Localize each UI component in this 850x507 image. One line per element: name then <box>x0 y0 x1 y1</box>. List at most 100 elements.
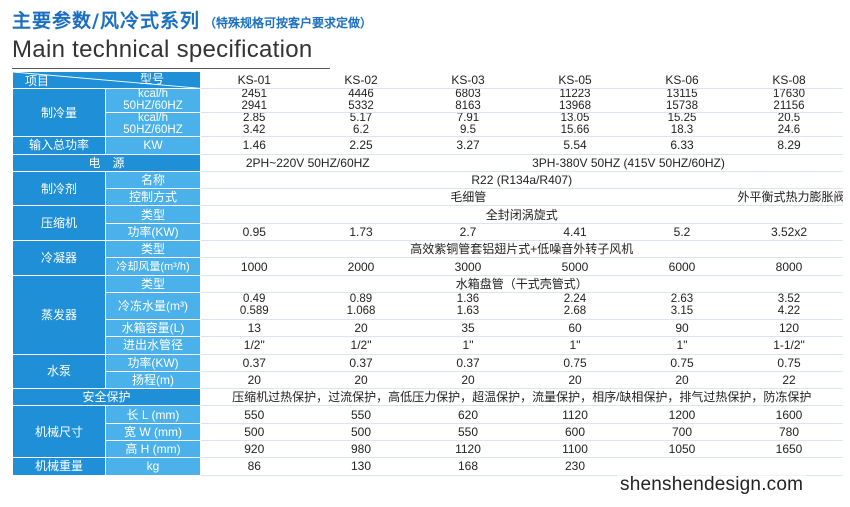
pump-power-value: 0.75 <box>628 354 736 372</box>
evaporator-pipe-label: 进出水管径 <box>105 336 201 355</box>
cooling-unit-kw: kcal/h 50HZ/60HZ <box>105 112 201 138</box>
evaporator-label: 蒸发器 <box>12 274 106 355</box>
cooling-value: 2451 2941 <box>200 88 308 114</box>
cooling-unit-kcal: kcal/h 50HZ/60HZ <box>105 88 201 114</box>
cooling-value: 6803 8163 <box>414 88 522 114</box>
dimension-width-value: 500 <box>307 423 415 442</box>
evaporator-pipe-value: 1/2" <box>307 336 415 355</box>
condenser-air-row: 冷却风量(m³/h) 1000 2000 3000 5000 6000 8000 <box>13 257 843 276</box>
dimension-width-label: 宽 W (mm) <box>105 422 201 442</box>
evaporator-pipe-value: 1-1/2" <box>735 336 843 355</box>
model-header: KS-05 <box>521 71 629 90</box>
cooling-value: 7.91 9.5 <box>414 112 522 138</box>
evaporator-flow-value: 2.63 3.15 <box>628 292 736 320</box>
evaporator-tank-value: 90 <box>628 319 736 338</box>
evaporator-flow-value: 1.36 1.63 <box>414 292 522 320</box>
dimension-height-value: 1120 <box>414 440 522 459</box>
pump-head-row: 扬程(m) 20 20 20 20 20 22 <box>13 370 843 390</box>
model-header: KS-03 <box>414 71 522 90</box>
corner-diagonal <box>13 72 200 88</box>
evaporator-tank-value: 20 <box>307 319 415 338</box>
evaporator-tank-label: 水箱容量(L) <box>105 318 201 338</box>
evaporator-tank-value: 120 <box>735 319 843 338</box>
weight-unit: kg <box>105 457 201 476</box>
dimension-height-value: 920 <box>200 440 308 459</box>
cooling-label: 制冷量 <box>12 88 106 138</box>
condenser-air-value: 5000 <box>521 257 629 276</box>
evaporator-tank-value: 35 <box>414 319 522 338</box>
condenser-air-value: 8000 <box>735 257 843 276</box>
cooling-value: 11223 13968 <box>521 88 629 114</box>
cooling-value: 4446 5332 <box>307 88 415 114</box>
title-en: Main technical specification <box>12 36 313 63</box>
evaporator-flow-value: 0.89 1.068 <box>307 292 415 320</box>
dimension-height-value: 1650 <box>735 440 843 459</box>
dimension-height-label: 高 H (mm) <box>105 440 201 459</box>
weight-value: 130 <box>307 457 415 476</box>
weight-value <box>628 457 736 476</box>
dimension-width-value: 500 <box>200 423 308 442</box>
power-supply-row: 电 源 2PH~220V 50HZ/60HZ 3PH-380V 50HZ (41… <box>12 153 843 172</box>
input-power-value: 8.29 <box>735 136 843 155</box>
dimension-length-label: 长 L (mm) <box>105 405 201 424</box>
compressor-power-value: 5.2 <box>628 223 736 242</box>
evaporator-pipe-row: 进出水管径 1/2" 1/2" 1" 1" 1" 1-1/2" <box>13 336 843 355</box>
spec-table: 型号 项目 KS-01 KS-02 KS-03 KS-05 KS-06 KS-0… <box>12 70 843 476</box>
refrigerant-label: 制冷剂 <box>12 170 106 207</box>
pump-head-value: 20 <box>200 371 308 390</box>
condenser-type-row: 冷凝器 类型 高效紫铜管套铝翅片式+低噪音外转子风机 <box>12 240 843 276</box>
weight-value <box>735 457 843 476</box>
evaporator-tank-value: 60 <box>521 319 629 338</box>
cooling-row-kw: kcal/h 50HZ/60HZ 2.85 3.42 5.17 6.2 7.91 9.5… <box>13 112 843 138</box>
pump-power-value: 0.37 <box>307 354 415 372</box>
safety-row: 安全保护 压缩机过热保护，过流保护，高低压力保护，超温保护，流量保护，相序/缺相… <box>12 388 843 407</box>
power-supply-label: 电 源 <box>12 153 201 172</box>
title-cn: 主要参数/风冷式系列 （特殊规格可按客户要求定做） <box>12 10 372 32</box>
model-header: KS-08 <box>735 71 843 90</box>
input-power-row: 输入总功率 KW 1.46 2.25 3.27 5.54 6.33 8.29 <box>12 136 843 155</box>
evaporator-pipe-value: 1" <box>521 336 629 355</box>
model-header: KS-06 <box>628 71 736 90</box>
evaporator-type-value: 水箱盘管（干式壳管式） <box>200 275 843 293</box>
corner-model-label: 型号 <box>139 72 164 86</box>
weight-value: 230 <box>521 457 629 476</box>
dimension-width-value: 780 <box>735 423 843 442</box>
cooling-row-kcal: 制冷量 kcal/h 50HZ/60HZ 2451 2941 4446 5332 68… <box>12 88 843 138</box>
evaporator-flow-value: 2.24 2.68 <box>521 292 629 320</box>
weight-value: 86 <box>200 457 308 476</box>
dimensions-label: 机械尺寸 <box>12 405 106 459</box>
dimension-length-value: 1200 <box>628 405 736 424</box>
pump-head-value: 20 <box>628 371 736 390</box>
pump-power-label: 功率(KW) <box>105 353 201 372</box>
condenser-type-label: 类型 <box>105 240 201 259</box>
refrigerant-name-label: 名称 <box>105 170 201 190</box>
evaporator-pipe-value: 1/2" <box>200 336 308 355</box>
refrigerant-control-capillary: 毛细管 <box>200 188 736 207</box>
compressor-power-value: 0.95 <box>200 223 308 242</box>
dimension-height-value: 980 <box>307 440 415 459</box>
dimension-width-row: 宽 W (mm) 500 500 550 600 700 780 <box>13 422 843 442</box>
dimension-length-value: 620 <box>414 405 522 424</box>
evaporator-tank-row: 水箱容量(L) 13 20 35 60 90 120 <box>13 318 843 338</box>
cooling-value: 15.25 18.3 <box>628 112 736 138</box>
title-note: （特殊规格可按客户要求定做） <box>203 16 372 30</box>
dimension-width-value: 600 <box>521 423 629 442</box>
evaporator-pipe-value: 1" <box>628 336 736 355</box>
power-supply-single: 2PH~220V 50HZ/60HZ <box>200 154 415 172</box>
pump-head-value: 20 <box>414 371 522 390</box>
pump-power-row: 水泵 功率(KW) 0.37 0.37 0.37 0.75 0.75 0.75 <box>12 353 843 390</box>
dimension-length-value: 1120 <box>521 405 629 424</box>
corner-item-label: 项目 <box>25 74 50 89</box>
dimension-height-value: 1100 <box>521 440 629 459</box>
dimension-width-value: 550 <box>414 423 522 442</box>
refrigerant-control-label: 控制方式 <box>105 188 201 207</box>
pump-power-value: 0.75 <box>735 354 843 372</box>
weight-row: 机械重量 kg 86 130 168 230 <box>12 457 843 476</box>
page-header: 主要参数/风冷式系列 （特殊规格可按客户要求定做） Main technical … <box>12 6 842 69</box>
evaporator-type-row: 蒸发器 类型 水箱盘管（干式壳管式） <box>12 274 843 355</box>
model-header: KS-02 <box>307 71 415 90</box>
pump-power-value: 0.37 <box>414 354 522 372</box>
compressor-type-row: 压缩机 类型 全封闭涡旋式 <box>12 205 843 242</box>
refrigerant-name-row: 制冷剂 名称 R22 (R134a/R407) <box>12 170 843 207</box>
dimension-length-value: 1600 <box>735 405 843 424</box>
